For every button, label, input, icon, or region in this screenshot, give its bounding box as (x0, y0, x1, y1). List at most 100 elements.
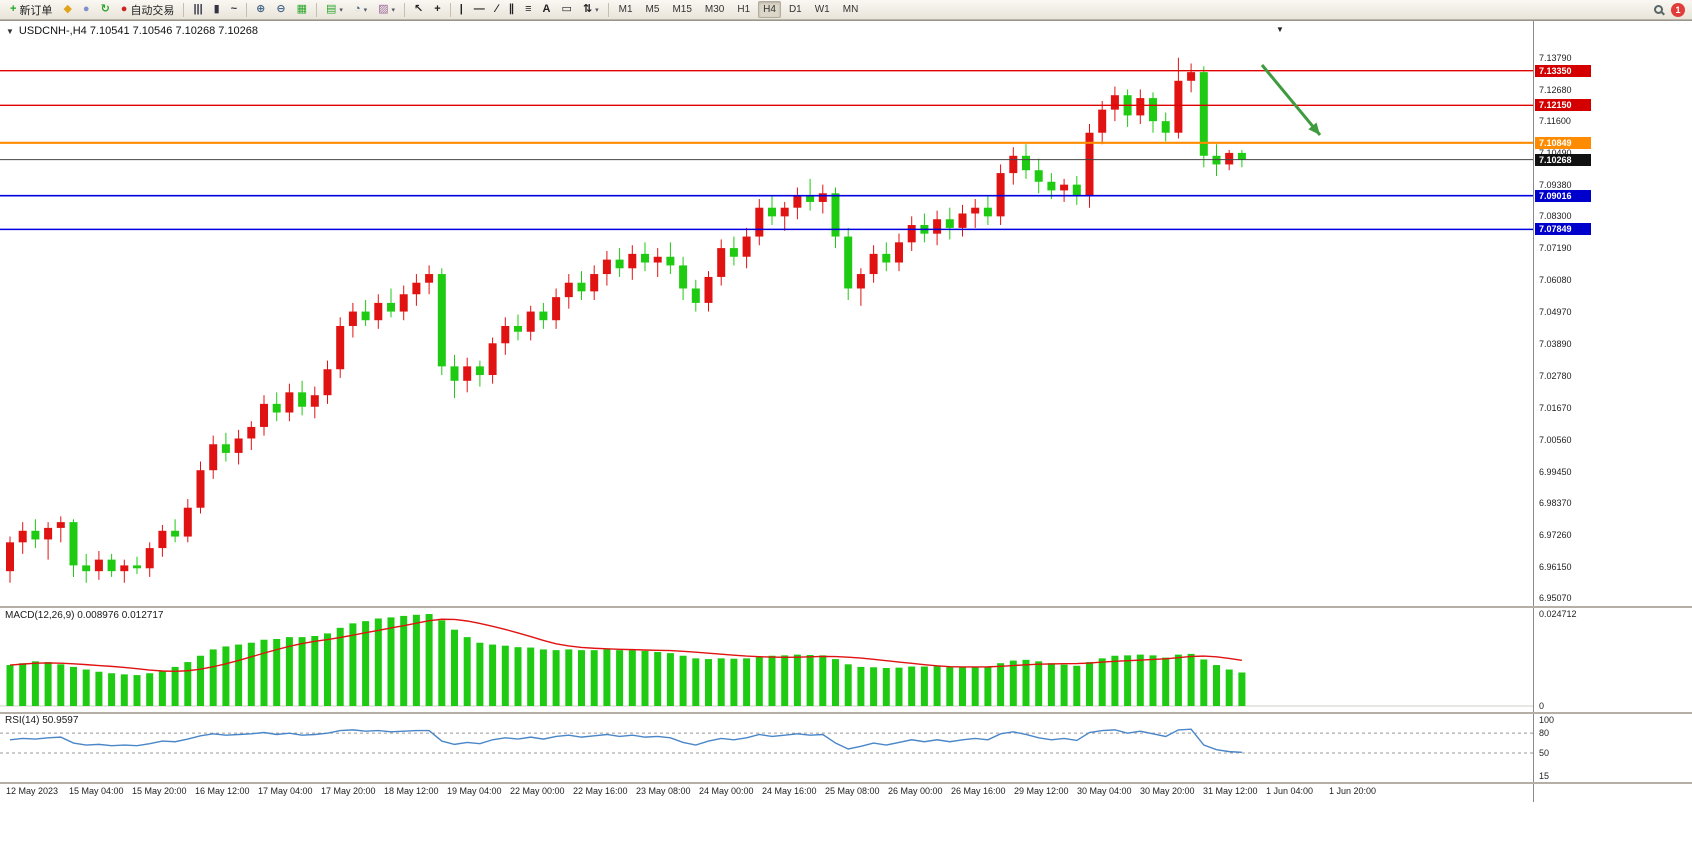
timeframe-mn-button[interactable]: MN (842, 4, 859, 15)
timeframe-d1-button[interactable]: D1 (788, 4, 802, 15)
macd-bar (984, 666, 992, 706)
dropdown-arrow-icon[interactable]: ▾ (363, 6, 368, 14)
timeframe-m1-button[interactable]: M1 (618, 4, 633, 15)
fibonacci-icon: ≡ (525, 3, 532, 15)
time-tick: 19 May 04:00 (447, 786, 502, 796)
time-tick: 18 May 12:00 (384, 786, 439, 796)
crosshair-icon: + (434, 3, 441, 15)
channel-button[interactable]: ∥ (504, 1, 520, 18)
time-tick: 30 May 04:00 (1077, 786, 1132, 796)
notification-badge[interactable]: 1 (1671, 2, 1685, 17)
new-order-icon: + (10, 3, 17, 15)
dropdown-arrow-icon[interactable]: ▾ (339, 6, 343, 14)
autotrading-button[interactable]: ● 自动交易 (116, 1, 180, 18)
line-chart-button[interactable]: ~ (226, 1, 242, 18)
rsi-panel-canvas[interactable] (0, 714, 1533, 782)
dropdown-arrow-icon[interactable]: ▾ (595, 6, 599, 14)
macd-bar (654, 652, 662, 706)
vertical-line-button[interactable]: | (455, 1, 468, 18)
candle-bearish (171, 530, 180, 537)
one-click-trading-toggle[interactable]: ▼ (6, 26, 14, 36)
macd-bar (578, 650, 585, 706)
new-chart-icon: ▤ (326, 3, 337, 15)
chart-scroll-arrow[interactable]: ▼ (1276, 25, 1284, 34)
candle-bearish (539, 311, 548, 321)
timeframe-m30-button[interactable]: M30 (704, 4, 725, 15)
price-tick: 6.96150 (1539, 561, 1572, 572)
alerts-button[interactable]: ◆ (58, 1, 76, 18)
new-order-button[interactable]: + 新订单 (5, 1, 57, 18)
vertical-line-icon: | (459, 3, 463, 15)
candle-bullish (907, 225, 916, 243)
search-icon[interactable] (1654, 5, 1663, 14)
trend-arrow-head[interactable] (1308, 122, 1320, 135)
time-tick: 15 May 04:00 (69, 786, 124, 796)
cursor-button[interactable]: ↖ (409, 1, 428, 18)
bar-chart-button[interactable]: ||| (188, 1, 207, 18)
new-chart-button[interactable]: ▤ ▾ (321, 1, 348, 18)
trendline-button[interactable]: ∕ (491, 1, 503, 18)
time-axis[interactable]: 12 May 2023 15 May 04:00 15 May 20:00 16 Ma… (0, 784, 1533, 802)
panel-separator[interactable] (0, 712, 1692, 714)
candle-bullish (1060, 184, 1069, 191)
panel-separator[interactable] (0, 606, 1692, 608)
toolbar: + 新订单 ◆ ● ↻ ● 自动交易 ||| ▮ ~ ⊕ ⊖ ▦ ▤ ▾ ◔ ▾ ▨ ▾ ↖ + | — ∕ ∥ ≡ A ▭ ⇅ ▾ M1 M… (0, 0, 1692, 20)
panel-separator[interactable] (0, 782, 1692, 784)
timeframe-m15-button[interactable]: M15 (672, 4, 692, 15)
autotrading-button-label: 自动交易 (130, 4, 175, 17)
candle-bearish (691, 288, 700, 303)
zoom-out-button[interactable]: ⊖ (271, 1, 290, 18)
macd-bar (400, 615, 408, 706)
price-axis[interactable]: 7.13790 7.12680 7.11600 7.10490 7.09380 7.083… (1534, 21, 1692, 863)
text-label-button[interactable]: ▭ (556, 1, 576, 18)
macd-bar (285, 637, 293, 706)
arrows-button[interactable]: ⇅ ▾ (578, 1, 604, 18)
timeframe-h4-button[interactable]: H4 (758, 1, 781, 18)
candle-bullish (971, 207, 980, 214)
candle-bearish (615, 259, 624, 269)
macd-bar (1060, 664, 1068, 706)
timeframe-m5-button[interactable]: M5 (645, 4, 660, 15)
refresh-icon: ↻ (100, 3, 110, 15)
refresh-button[interactable]: ↻ (96, 1, 115, 18)
candle-bullish (6, 542, 14, 572)
tile-windows-button[interactable]: ▦ (292, 1, 312, 18)
trend-arrow[interactable] (1260, 64, 1322, 136)
text-label-icon: ▭ (561, 3, 572, 15)
candle-bullish (704, 276, 713, 303)
candle-bullish (196, 470, 205, 508)
macd-panel-canvas[interactable] (0, 608, 1533, 712)
candle-bearish (1212, 155, 1221, 165)
candle-bullish (183, 507, 192, 537)
fibonacci-button[interactable]: ≡ (520, 1, 536, 18)
zoom-in-button[interactable]: ⊕ (251, 1, 270, 18)
toolbar-right-group: 1 (1654, 2, 1687, 17)
candle-bearish (387, 302, 395, 312)
macd-bar (539, 649, 547, 706)
chart-title-row: ▼ USDCNH-,H4 7.10541 7.10546 7.10268 7.1… (6, 25, 258, 37)
macd-bar (120, 674, 128, 706)
price-tick: 6.97260 (1539, 529, 1572, 540)
macd-bar (730, 658, 738, 706)
candle-bullish (120, 565, 129, 572)
time-tick: 26 May 16:00 (951, 786, 1006, 796)
template-button[interactable]: ▨ ▾ (373, 1, 400, 18)
macd-bar (412, 614, 420, 706)
macd-bar (844, 664, 852, 706)
crosshair-button[interactable]: + (429, 1, 445, 18)
dropdown-arrow-icon[interactable]: ▾ (391, 6, 396, 14)
timeframe-h1-button[interactable]: H1 (737, 4, 751, 15)
candle-bullish (1110, 95, 1119, 110)
price-chart-canvas[interactable] (0, 23, 1533, 606)
community-button[interactable]: ● (78, 1, 95, 18)
candle-bullish (1085, 132, 1094, 197)
horizontal-line-button[interactable]: — (469, 1, 490, 18)
timeframe-w1-button[interactable]: W1 (814, 4, 830, 15)
text-button[interactable]: A (538, 1, 556, 18)
macd-bar (44, 662, 52, 706)
time-tick: 24 May 00:00 (699, 786, 754, 796)
candle-bearish (679, 265, 688, 289)
periods-button[interactable]: ◔ ▾ (349, 1, 372, 18)
template-icon: ▨ (378, 3, 389, 15)
candlestick-chart-button[interactable]: ▮ (209, 1, 225, 18)
